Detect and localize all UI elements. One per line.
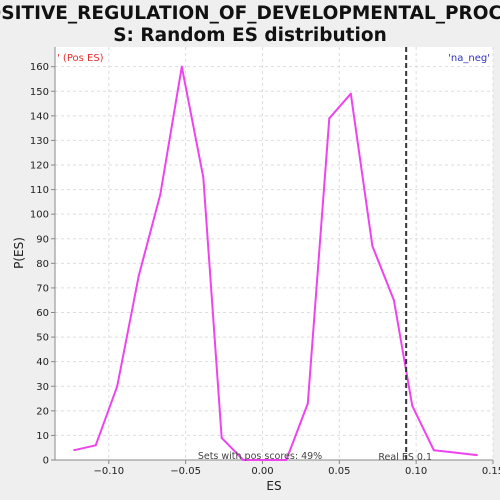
neg-label: 'na_neg' [448,53,490,64]
data-point [263,459,266,461]
data-point [94,444,97,447]
x-tick-label: −0.05 [170,466,201,477]
axes-layer: 0 10 20 30 40 50 60 70 80 90 100 110 120 130 140 150 160… [30,47,500,477]
y-tick-label: 150 [30,87,49,98]
x-tick-label: 0.10 [405,466,427,477]
grid-layer [55,47,494,461]
data-point [116,385,119,388]
x-tick-label: −0.10 [93,466,124,477]
data-point [392,299,395,302]
y-tick-label: 0 [43,456,49,467]
data-point [328,117,331,120]
data-point [159,193,162,196]
data-point [202,176,205,179]
series-layer [73,65,478,461]
chart-title-line-2: S: Random ES distribution [113,25,387,46]
y-tick-label: 10 [36,431,49,442]
y-axis-label: P(ES) [12,237,26,269]
data-point [137,274,140,277]
y-tick-label: 110 [30,185,49,196]
y-tick-label: 20 [36,406,49,417]
real-es-label: Real ES 0.1 [378,452,432,463]
y-tick-label: 130 [30,136,49,147]
y-tick-label: 120 [30,161,49,172]
data-point [220,436,223,439]
x-tick-label: 0.00 [251,466,273,477]
data-point [432,449,435,452]
data-point [242,459,245,461]
pos-es-label: ' (Pos ES) [57,53,104,64]
data-point [349,92,352,95]
data-point [454,451,457,454]
y-tick-label: 50 [36,333,49,344]
y-tick-label: 70 [36,283,49,294]
y-tick-label: 100 [30,210,49,221]
data-point [411,404,414,407]
y-tick-label: 160 [30,62,49,73]
y-tick-label: 90 [36,234,49,245]
data-point [475,454,478,457]
y-tick-label: 140 [30,111,49,122]
y-tick-label: 60 [36,308,49,319]
y-tick-label: 80 [36,259,49,270]
data-point [306,402,309,405]
chart-title-line-1: POSITIVE_REGULATION_OF_DEVELOPMENTAL_PRO… [0,3,500,24]
y-tick-label: 30 [36,382,49,393]
data-point [73,449,76,452]
data-point [371,245,374,248]
es-distribution-line [73,65,478,461]
data-point [285,459,288,461]
plot-background [55,47,493,460]
data-point [180,65,183,68]
real-es-marker-layer: Real ES 0.1 [378,47,432,463]
x-tick-label: 0.15 [482,466,500,477]
y-tick-label: 40 [36,357,49,368]
x-tick-label: 0.05 [328,466,350,477]
x-axis-label: ES [266,479,281,493]
pos-scores-annotation: Sets with pos scores: 49% [198,451,322,462]
